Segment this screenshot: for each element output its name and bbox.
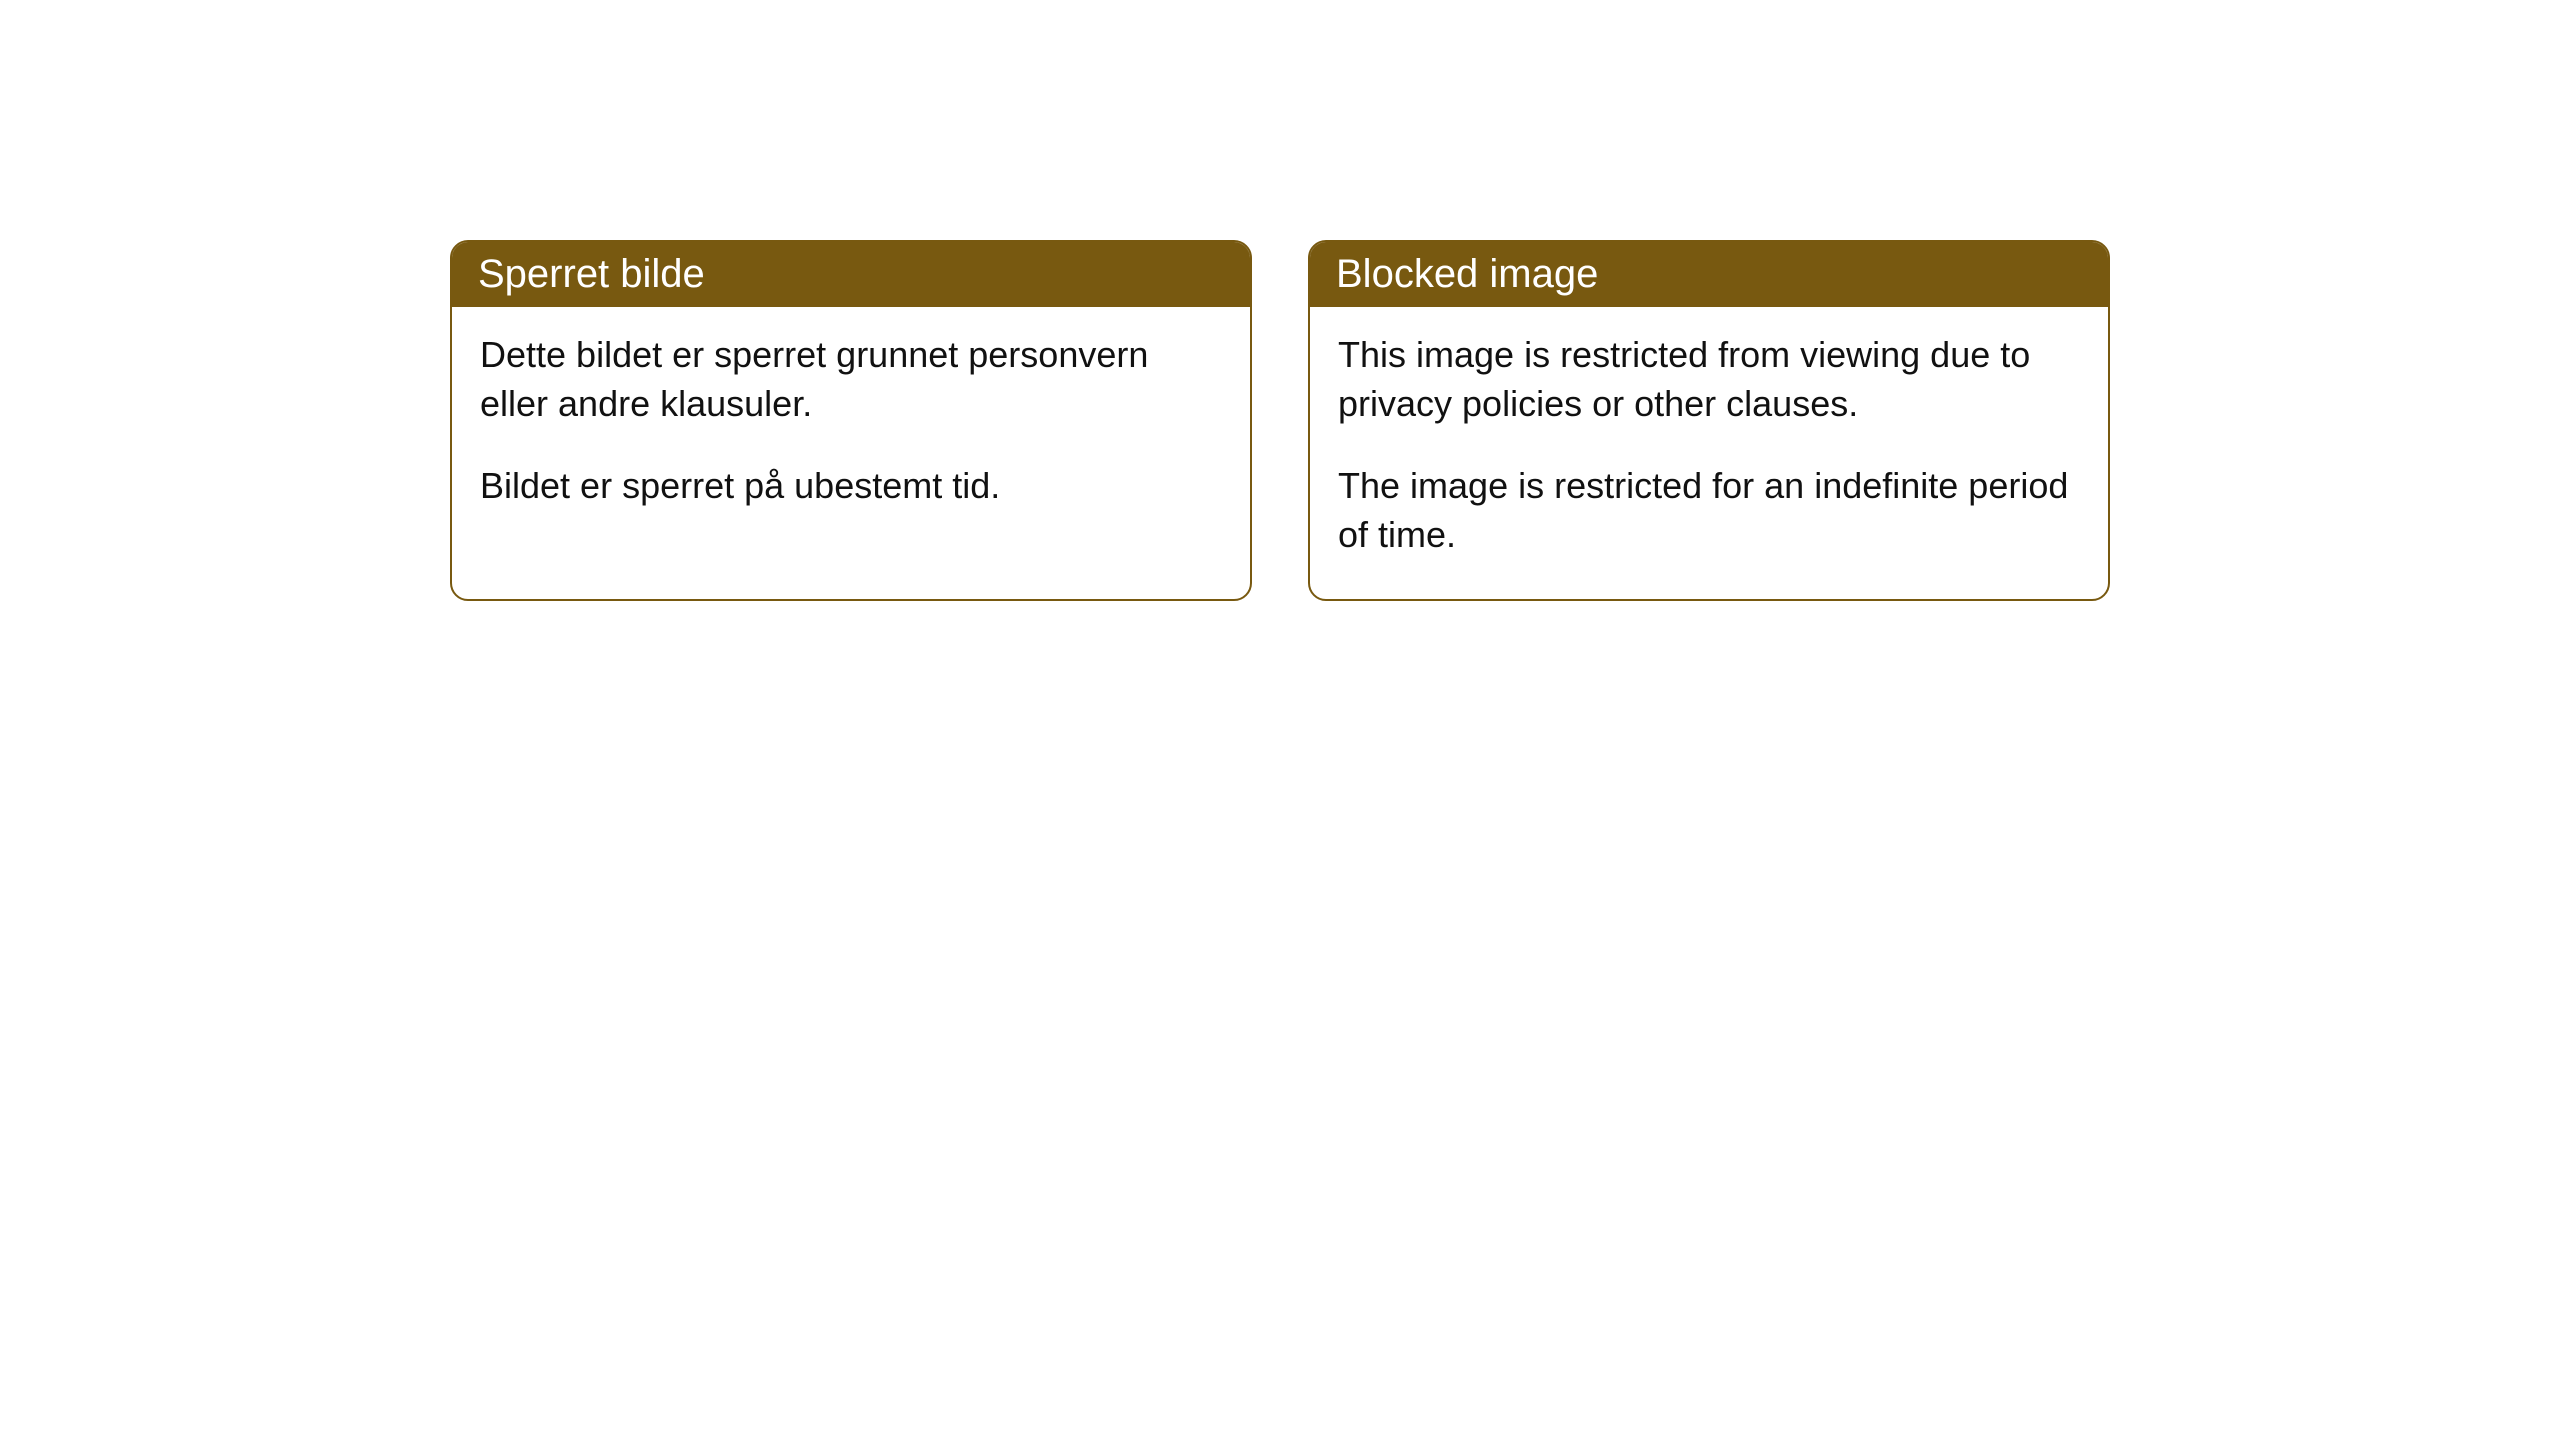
card-title: Blocked image (1336, 252, 1598, 296)
card-paragraph-2: The image is restricted for an indefinit… (1338, 462, 2080, 559)
notice-card-english: Blocked image This image is restricted f… (1308, 240, 2110, 601)
notice-container: Sperret bilde Dette bildet er sperret gr… (0, 240, 2560, 601)
card-paragraph-1: This image is restricted from viewing du… (1338, 331, 2080, 428)
notice-card-norwegian: Sperret bilde Dette bildet er sperret gr… (450, 240, 1252, 601)
card-header: Blocked image (1310, 242, 2108, 307)
card-body: Dette bildet er sperret grunnet personve… (452, 307, 1250, 551)
card-paragraph-2: Bildet er sperret på ubestemt tid. (480, 462, 1222, 511)
card-paragraph-1: Dette bildet er sperret grunnet personve… (480, 331, 1222, 428)
card-header: Sperret bilde (452, 242, 1250, 307)
card-body: This image is restricted from viewing du… (1310, 307, 2108, 599)
card-title: Sperret bilde (478, 252, 705, 296)
